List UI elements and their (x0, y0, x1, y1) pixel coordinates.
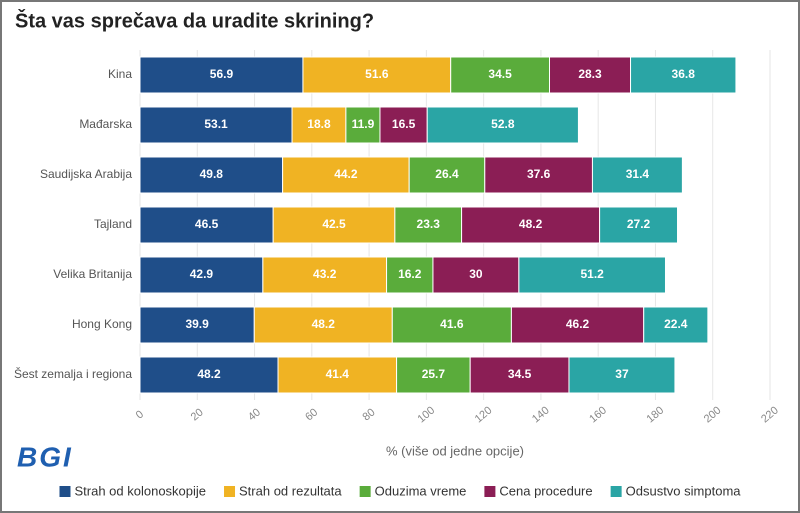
legend-swatch (359, 486, 371, 497)
bar-segment (262, 256, 388, 294)
value-label: 42.9 (190, 267, 214, 281)
value-label: 41.4 (326, 367, 350, 381)
value-label: 22.4 (664, 317, 688, 331)
value-label: 30 (469, 267, 483, 281)
value-label: 39.9 (185, 317, 209, 331)
value-label: 49.8 (200, 167, 224, 181)
value-label: 18.8 (307, 117, 331, 131)
bar-segment (469, 356, 570, 394)
bar-segment (386, 256, 434, 294)
legend-swatch (610, 486, 622, 497)
bar-segment (139, 206, 274, 244)
value-label: 16.2 (398, 267, 422, 281)
value-label: 34.5 (508, 367, 532, 381)
value-label: 46.5 (195, 217, 219, 231)
y-tick-label: Hong Kong (72, 317, 132, 331)
value-label: 25.7 (422, 367, 446, 381)
legend-swatch (224, 486, 236, 497)
value-label: 34.5 (488, 67, 512, 81)
legend-label: Oduzima vreme (375, 483, 467, 498)
bar-segment (518, 256, 666, 294)
bar-segment (461, 206, 601, 244)
value-label: 11.9 (352, 117, 375, 131)
value-label: 48.2 (312, 317, 336, 331)
y-tick-label: Velika Britanija (53, 267, 132, 281)
value-label: 28.3 (578, 67, 602, 81)
value-label: 36.8 (672, 67, 696, 81)
y-tick-label: Kina (108, 67, 132, 81)
bar-segment (272, 206, 396, 244)
bar-segment (139, 306, 255, 344)
bar-segment (426, 106, 579, 144)
legend-label: Cena procedure (499, 483, 592, 498)
value-label: 52.8 (491, 117, 515, 131)
value-label: 27.2 (627, 217, 651, 231)
bar-segment (643, 306, 709, 344)
y-tick-label: Mađarska (79, 117, 132, 131)
value-label: 46.2 (566, 317, 590, 331)
x-axis-label: % (više od jedne opcije) (386, 443, 524, 458)
value-label: 48.2 (519, 217, 543, 231)
bar-segment (139, 256, 264, 294)
bar-segment (432, 256, 520, 294)
bar-segment (139, 356, 279, 394)
bar-segment (568, 356, 676, 394)
bar-segment (549, 56, 632, 94)
value-label: 37 (615, 367, 629, 381)
bar-segment (450, 56, 551, 94)
value-label: 42.5 (322, 217, 346, 231)
bar-segment (599, 206, 679, 244)
legend-swatch (59, 486, 71, 497)
bar-segment (139, 106, 293, 144)
value-label: 16.5 (392, 117, 416, 131)
bar-segment (510, 306, 645, 344)
value-label: 23.3 (417, 217, 441, 231)
bar-segment (139, 156, 284, 194)
legend-label: Strah od rezultata (239, 483, 342, 498)
y-tick-label: Tajland (94, 217, 132, 231)
value-label: 53.1 (204, 117, 228, 131)
value-label: 31.4 (626, 167, 650, 181)
legend-label: Odsustvo simptoma (626, 483, 742, 498)
y-tick-label: Šest zemalja i regiona (14, 366, 132, 381)
bar-segment (396, 356, 471, 394)
bar-segment (484, 156, 593, 194)
value-label: 51.2 (580, 267, 604, 281)
value-label: 41.6 (440, 317, 464, 331)
logo: BGI (17, 441, 73, 472)
value-label: 26.4 (435, 167, 459, 181)
value-label: 37.6 (527, 167, 551, 181)
y-tick-label: Saudijska Arabija (40, 167, 132, 181)
value-label: 51.6 (365, 67, 389, 81)
value-label: 43.2 (313, 267, 337, 281)
bar-segment (630, 56, 737, 94)
bar-segment (139, 56, 304, 94)
value-label: 44.2 (334, 167, 358, 181)
chart-title: Šta vas sprečava da uradite skrining? (15, 8, 374, 32)
legend-label: Strah od kolonoskopije (74, 483, 206, 498)
bar-segment (291, 106, 347, 144)
bar-segment (591, 156, 683, 194)
legend-swatch (484, 486, 496, 497)
value-label: 56.9 (210, 67, 234, 81)
bar-segment (302, 56, 452, 94)
value-label: 48.2 (197, 367, 221, 381)
bar-segment (391, 306, 512, 344)
